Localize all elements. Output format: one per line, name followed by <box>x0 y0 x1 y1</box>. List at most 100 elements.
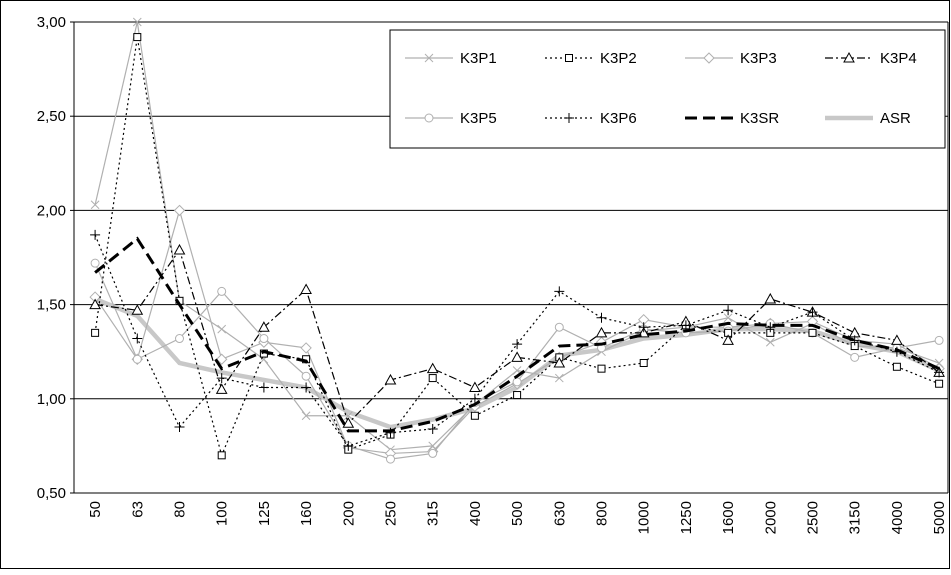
marker <box>639 359 648 368</box>
marker <box>131 304 144 315</box>
x-tick-label: 2500 <box>805 501 822 534</box>
y-tick-label: 0,50 <box>37 485 66 502</box>
marker <box>512 377 522 387</box>
marker <box>89 298 101 310</box>
series-line <box>94 236 940 433</box>
marker <box>764 292 777 304</box>
marker <box>934 367 945 378</box>
x-tick-label: 400 <box>467 501 484 526</box>
marker <box>680 320 691 331</box>
marker <box>891 334 903 345</box>
legend-label: K3P2 <box>600 50 637 67</box>
x-tick-label: 4000 <box>889 501 906 534</box>
marker <box>215 353 228 365</box>
marker <box>723 305 734 316</box>
marker <box>301 382 312 393</box>
x-tick-label: 160 <box>298 501 315 526</box>
marker <box>173 243 186 255</box>
y-tick-label: 1,00 <box>37 391 66 408</box>
marker <box>91 328 100 337</box>
marker <box>174 422 185 433</box>
series-line <box>94 36 940 458</box>
marker <box>512 339 523 350</box>
x-tick-label: 630 <box>551 501 568 526</box>
marker <box>301 411 311 421</box>
x-tick-label: 315 <box>425 501 442 526</box>
marker <box>513 391 522 400</box>
x-tick-label: 125 <box>256 501 273 526</box>
marker <box>935 379 944 388</box>
marker <box>469 393 480 404</box>
marker <box>133 33 142 42</box>
marker <box>384 373 397 385</box>
legend-marker <box>703 52 715 64</box>
legend-label: K3SR <box>740 110 779 127</box>
marker <box>427 423 438 434</box>
marker <box>342 417 355 428</box>
marker <box>428 374 437 383</box>
legend-box <box>389 29 946 149</box>
x-tick-label: 200 <box>340 501 357 526</box>
marker <box>386 454 395 464</box>
marker <box>934 335 944 345</box>
y-tick-label: 2,00 <box>37 202 66 219</box>
x-tick-label: 2000 <box>762 501 779 534</box>
legend-label: K3P6 <box>600 110 637 127</box>
marker <box>301 371 311 381</box>
marker <box>595 326 608 338</box>
legend-marker <box>424 53 434 63</box>
legend-label: K3P4 <box>880 50 917 67</box>
marker <box>596 312 607 323</box>
marker <box>765 337 775 347</box>
legend-label: K3P5 <box>460 110 497 127</box>
marker <box>258 321 270 332</box>
legend-marker <box>565 54 573 62</box>
marker <box>554 286 565 297</box>
marker <box>90 200 100 210</box>
y-tick-label: 3,00 <box>37 14 66 31</box>
marker <box>723 313 733 323</box>
marker <box>807 307 818 318</box>
marker <box>215 383 228 394</box>
x-tick-label: 80 <box>172 501 189 518</box>
x-tick-label: 3150 <box>847 501 864 534</box>
marker <box>300 283 312 295</box>
marker <box>722 334 734 345</box>
series <box>90 229 945 451</box>
marker <box>175 334 184 344</box>
x-tick-label: 63 <box>129 501 146 518</box>
marker <box>90 229 101 240</box>
marker <box>808 328 817 337</box>
marker <box>554 322 564 332</box>
marker <box>216 373 227 384</box>
marker <box>428 448 438 458</box>
marker <box>426 362 439 374</box>
marker <box>132 333 143 344</box>
marker <box>553 356 566 368</box>
legend: K3P1 K3P2 K3P3 K3P4 K3P5 K3P6 K3SR ASR <box>389 29 946 149</box>
marker <box>850 352 860 362</box>
marker <box>217 286 227 296</box>
marker <box>765 322 776 333</box>
x-tick-label: 1600 <box>720 501 737 534</box>
x-tick-label: 500 <box>509 501 526 526</box>
marker <box>597 364 606 373</box>
legend-marker <box>843 51 855 63</box>
marker <box>511 351 523 362</box>
marker <box>300 342 312 354</box>
y-tick-label: 2,50 <box>37 108 66 125</box>
marker <box>470 411 479 420</box>
legend-label: ASR <box>880 110 911 127</box>
marker <box>259 334 269 344</box>
legend-label: K3P1 <box>460 50 497 67</box>
marker <box>554 373 564 383</box>
x-tick-label: 50 <box>87 501 104 518</box>
x-tick-label: 1000 <box>636 501 653 534</box>
marker <box>132 17 142 27</box>
marker <box>258 382 269 393</box>
marker <box>638 322 649 333</box>
legend-marker <box>564 113 574 123</box>
series <box>94 236 940 433</box>
marker <box>892 362 901 371</box>
